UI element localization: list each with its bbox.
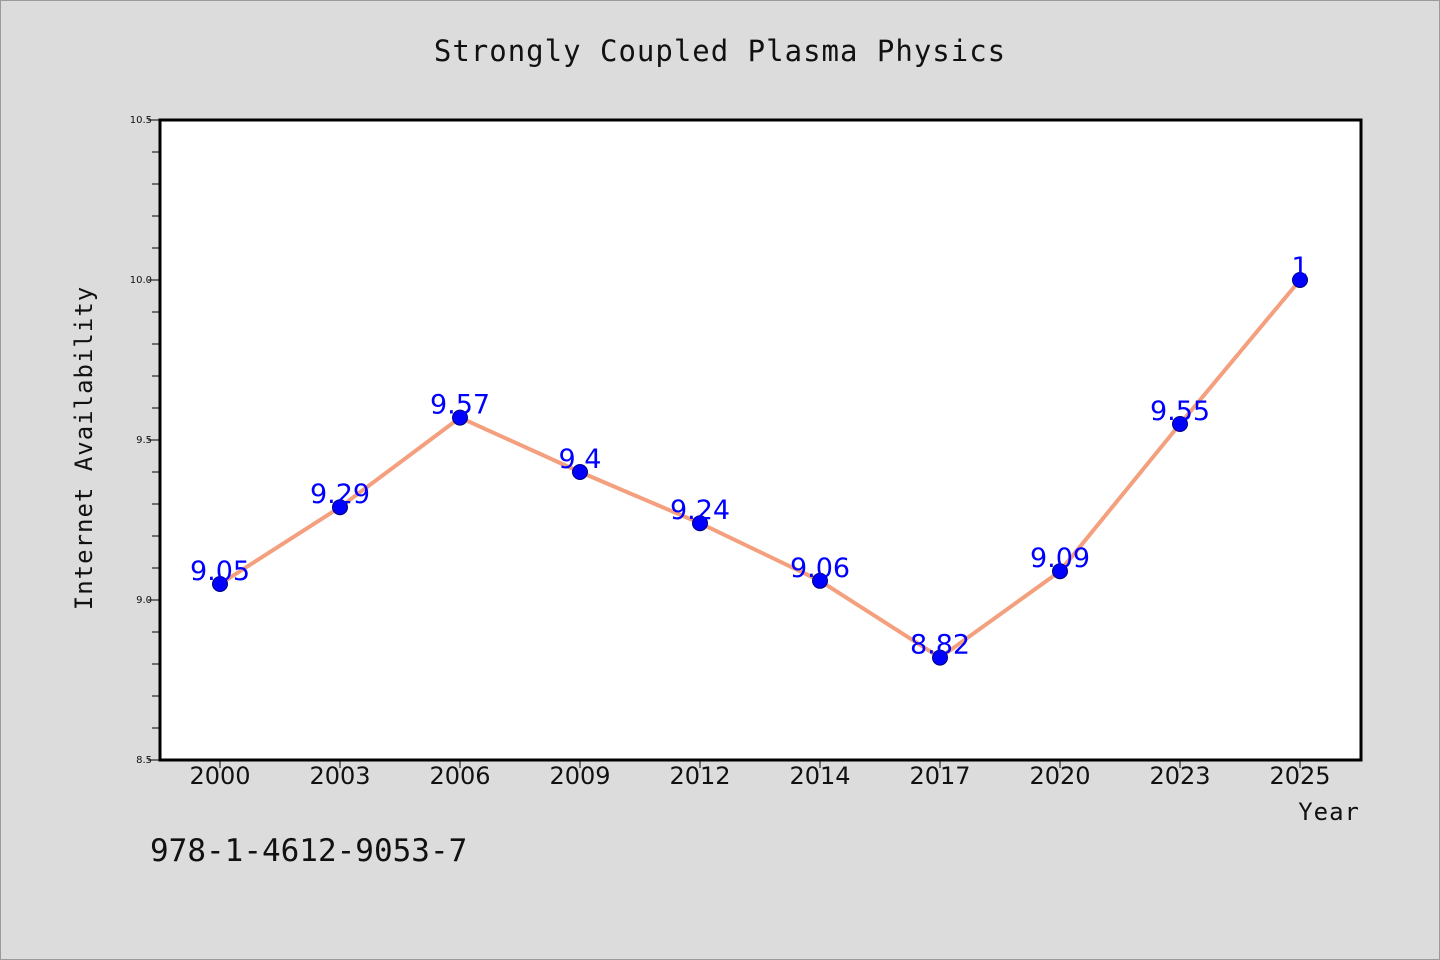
y-tick-label: 8.5 bbox=[136, 755, 152, 766]
x-tick-label: 2025 bbox=[1269, 762, 1330, 790]
data-point bbox=[332, 499, 348, 516]
data-point bbox=[212, 576, 228, 592]
data-label: 9.4 bbox=[559, 444, 602, 475]
data-label: 9.05 bbox=[190, 556, 250, 587]
data-point bbox=[1292, 272, 1308, 288]
data-point bbox=[572, 464, 588, 480]
x-tick-label: 2000 bbox=[189, 762, 250, 790]
x-tick-label: 2012 bbox=[669, 762, 730, 790]
y-axis-label: Internet Availability bbox=[70, 286, 98, 610]
series-line bbox=[218, 278, 1302, 660]
series-group: 9.05 9.29 9.57 9.4 9.24 9.06 8.82 9.09 9.55 1 bbox=[190, 252, 1309, 666]
data-label: 9.09 bbox=[1030, 543, 1090, 574]
x-tick-label: 2014 bbox=[789, 762, 850, 790]
data-point bbox=[692, 515, 708, 532]
chart-title: Strongly Coupled Plasma Physics bbox=[433, 34, 1007, 68]
data-label: 8.82 bbox=[910, 630, 970, 661]
x-axis-label: Year bbox=[1298, 798, 1360, 826]
y-tick-label: 10.0 bbox=[130, 275, 152, 286]
x-tick-label: 2003 bbox=[309, 762, 370, 790]
x-tick-label: 2023 bbox=[1149, 762, 1210, 790]
y-tick-label: 9.0 bbox=[136, 595, 152, 606]
x-axis: 2000 2003 2006 2009 2012 2014 2017 2020 2023 2025 bbox=[189, 760, 1331, 790]
data-point bbox=[1172, 416, 1188, 432]
isbn-annotation: 978-1-4612-9053-7 bbox=[150, 833, 468, 869]
x-tick-label: 2009 bbox=[549, 762, 610, 790]
data-label: 9.55 bbox=[1150, 396, 1210, 427]
data-point bbox=[932, 649, 948, 666]
data-label: 1 bbox=[1291, 252, 1308, 283]
x-tick-label: 2006 bbox=[429, 762, 490, 790]
data-point bbox=[1052, 563, 1068, 580]
data-label: 9.29 bbox=[310, 479, 370, 510]
data-point bbox=[812, 572, 828, 589]
data-label: 9.57 bbox=[430, 390, 490, 421]
y-tick-label: 10.5 bbox=[130, 115, 152, 126]
x-tick-label: 2020 bbox=[1029, 762, 1090, 790]
y-axis: 8.5 9.0 9.5 10.0 10.5 bbox=[130, 115, 160, 766]
data-label: 9.06 bbox=[790, 553, 850, 584]
data-label: 9.24 bbox=[670, 495, 730, 526]
data-point bbox=[452, 409, 468, 426]
y-tick-label: 9.5 bbox=[136, 435, 152, 446]
plot-area bbox=[158, 118, 1363, 762]
x-tick-label: 2017 bbox=[909, 762, 970, 790]
